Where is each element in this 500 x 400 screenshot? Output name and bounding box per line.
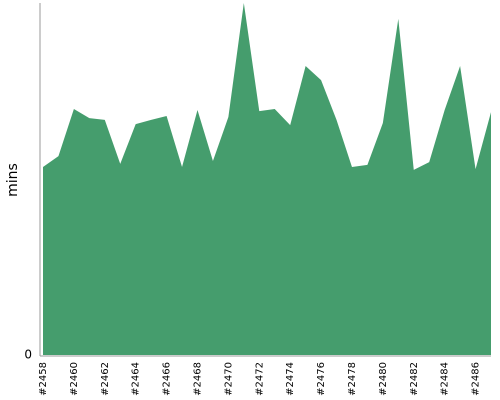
area: [43, 3, 491, 355]
x-tick-label: #2474: [285, 362, 296, 396]
x-tick-label: #2458: [38, 362, 49, 396]
x-tick-label: #2480: [378, 362, 389, 396]
x-tick-label: #2472: [254, 362, 265, 396]
x-tick-label: #2476: [316, 362, 327, 396]
x-tick-label: #2464: [131, 362, 142, 396]
y-axis-label: mins: [5, 163, 21, 197]
x-tick-label: #2482: [409, 362, 420, 396]
x-tick-label: #2468: [192, 362, 203, 396]
x-tick-label: #2484: [440, 362, 451, 396]
x-tick-label: #2478: [347, 362, 358, 396]
y-tick-label: 0: [24, 348, 32, 362]
x-tick-label: #2462: [100, 362, 111, 396]
x-tick-label: #2460: [69, 362, 80, 396]
x-tick-label: #2470: [223, 362, 234, 396]
x-tick-label: #2486: [471, 362, 482, 396]
x-tick-label: #2466: [162, 362, 173, 396]
